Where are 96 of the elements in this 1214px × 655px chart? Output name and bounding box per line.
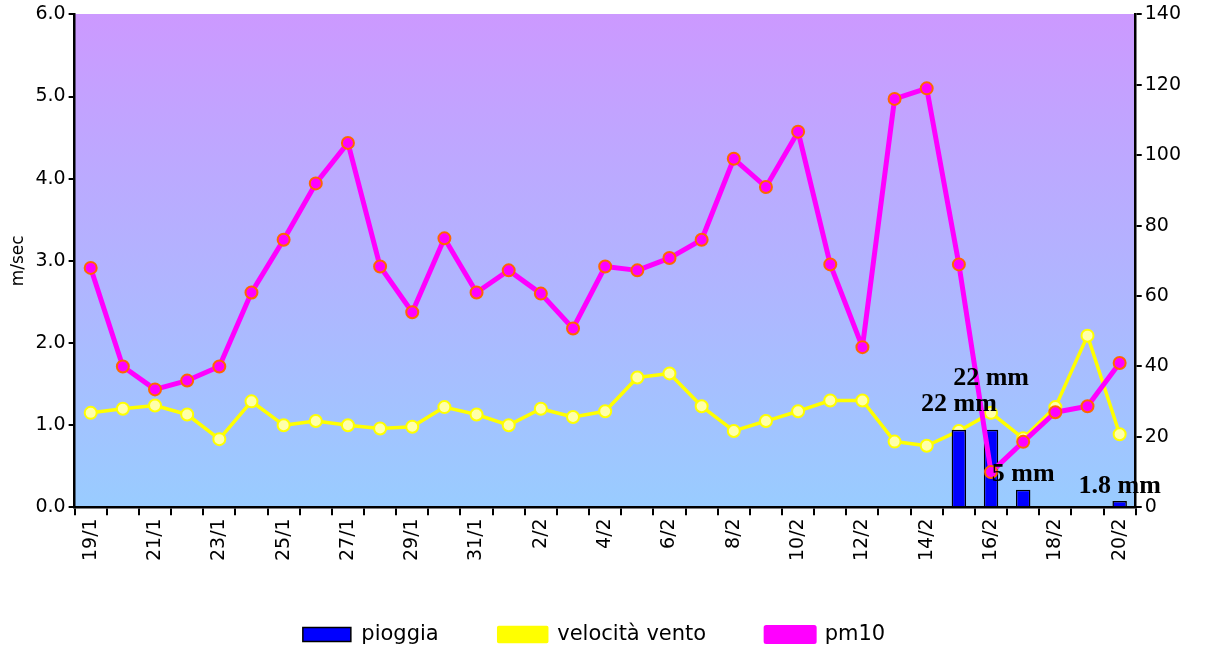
x-tick-label: 10/2 [785,518,808,562]
point [148,382,162,397]
legend-label: velocità vento [557,620,707,645]
y2-tick-label: 0 [1144,494,1157,517]
point [855,393,870,408]
point [276,418,291,433]
x-tick-label: 18/2 [1042,518,1065,562]
point [501,263,516,278]
point [115,359,130,374]
x-tick-label: 6/2 [656,518,679,549]
point [373,259,388,274]
point [148,398,162,413]
y-tick-label: 6.0 [35,1,66,24]
point [919,438,934,453]
y-tick-label: 5.0 [35,83,66,106]
point [630,263,645,278]
point [566,321,581,336]
x-tick-label: 23/1 [206,518,229,562]
y-tick-label: 0.0 [35,494,66,517]
point [405,419,420,434]
point [1080,399,1095,414]
point [405,305,420,320]
x-tick-label: 19/1 [77,518,100,562]
point [533,401,548,416]
point [83,260,98,275]
point [726,423,741,438]
point [115,401,130,416]
legend-label: pm10 [824,620,886,645]
point [244,285,259,300]
point [533,286,548,301]
y2-tick-label: 60 [1144,283,1169,306]
point [1112,355,1127,370]
point [501,418,516,433]
point [308,414,323,429]
x-tick-label: 20/2 [1106,518,1129,562]
point [758,414,773,429]
y-tick-label: 1.0 [35,412,66,435]
x-tick-label: 16/2 [977,518,1000,562]
point [276,232,291,247]
point [855,340,870,355]
point [212,359,227,374]
point [180,407,195,422]
point [1112,427,1127,442]
point [598,259,613,274]
point [566,409,581,424]
point [758,179,773,194]
point [662,251,677,266]
legend-label: pioggia [361,620,439,645]
point [180,373,195,388]
point [308,176,323,191]
point [951,257,966,272]
point [340,418,355,433]
x-tick-label: 14/2 [913,518,936,562]
point [83,405,98,420]
x-tick-label: 2/2 [527,518,550,549]
y2-tick-label: 20 [1144,423,1169,446]
point [212,432,227,447]
point [340,135,355,150]
point [1080,328,1095,343]
point [791,404,806,419]
point [244,394,259,409]
x-tick-label: 31/1 [463,518,486,562]
x-tick-label: 25/1 [270,518,293,562]
point [469,285,484,300]
y-tick-label: 2.0 [35,329,66,352]
point [887,91,902,106]
point [662,366,677,381]
y2-tick-label: 80 [1144,212,1169,235]
y-axis-title: m/sec [6,235,27,287]
point [373,421,388,436]
x-tick-label: 29/1 [399,518,422,562]
point [630,370,645,385]
x-tick-label: 8/2 [720,518,743,549]
point [823,257,838,272]
y2-tick-label: 120 [1144,71,1181,94]
point [726,151,741,166]
point [823,393,838,408]
point [919,81,934,96]
point [598,404,613,419]
x-tick-label: 21/1 [141,518,164,562]
point [1048,405,1063,420]
point [437,400,452,415]
x-tick-label: 27/1 [334,518,357,562]
y2-tick-label: 140 [1144,1,1181,24]
y-tick-label: 3.0 [35,247,66,270]
y2-tick-label: 100 [1144,142,1181,165]
point [694,399,709,414]
x-tick-label: 12/2 [849,518,872,562]
point [694,232,709,247]
point [469,407,484,422]
x-tick-label: 4/2 [592,518,615,549]
y-tick-label: 4.0 [35,165,66,188]
point [791,124,806,139]
point [887,434,902,449]
y2-tick-label: 40 [1144,353,1169,376]
point [437,231,452,246]
